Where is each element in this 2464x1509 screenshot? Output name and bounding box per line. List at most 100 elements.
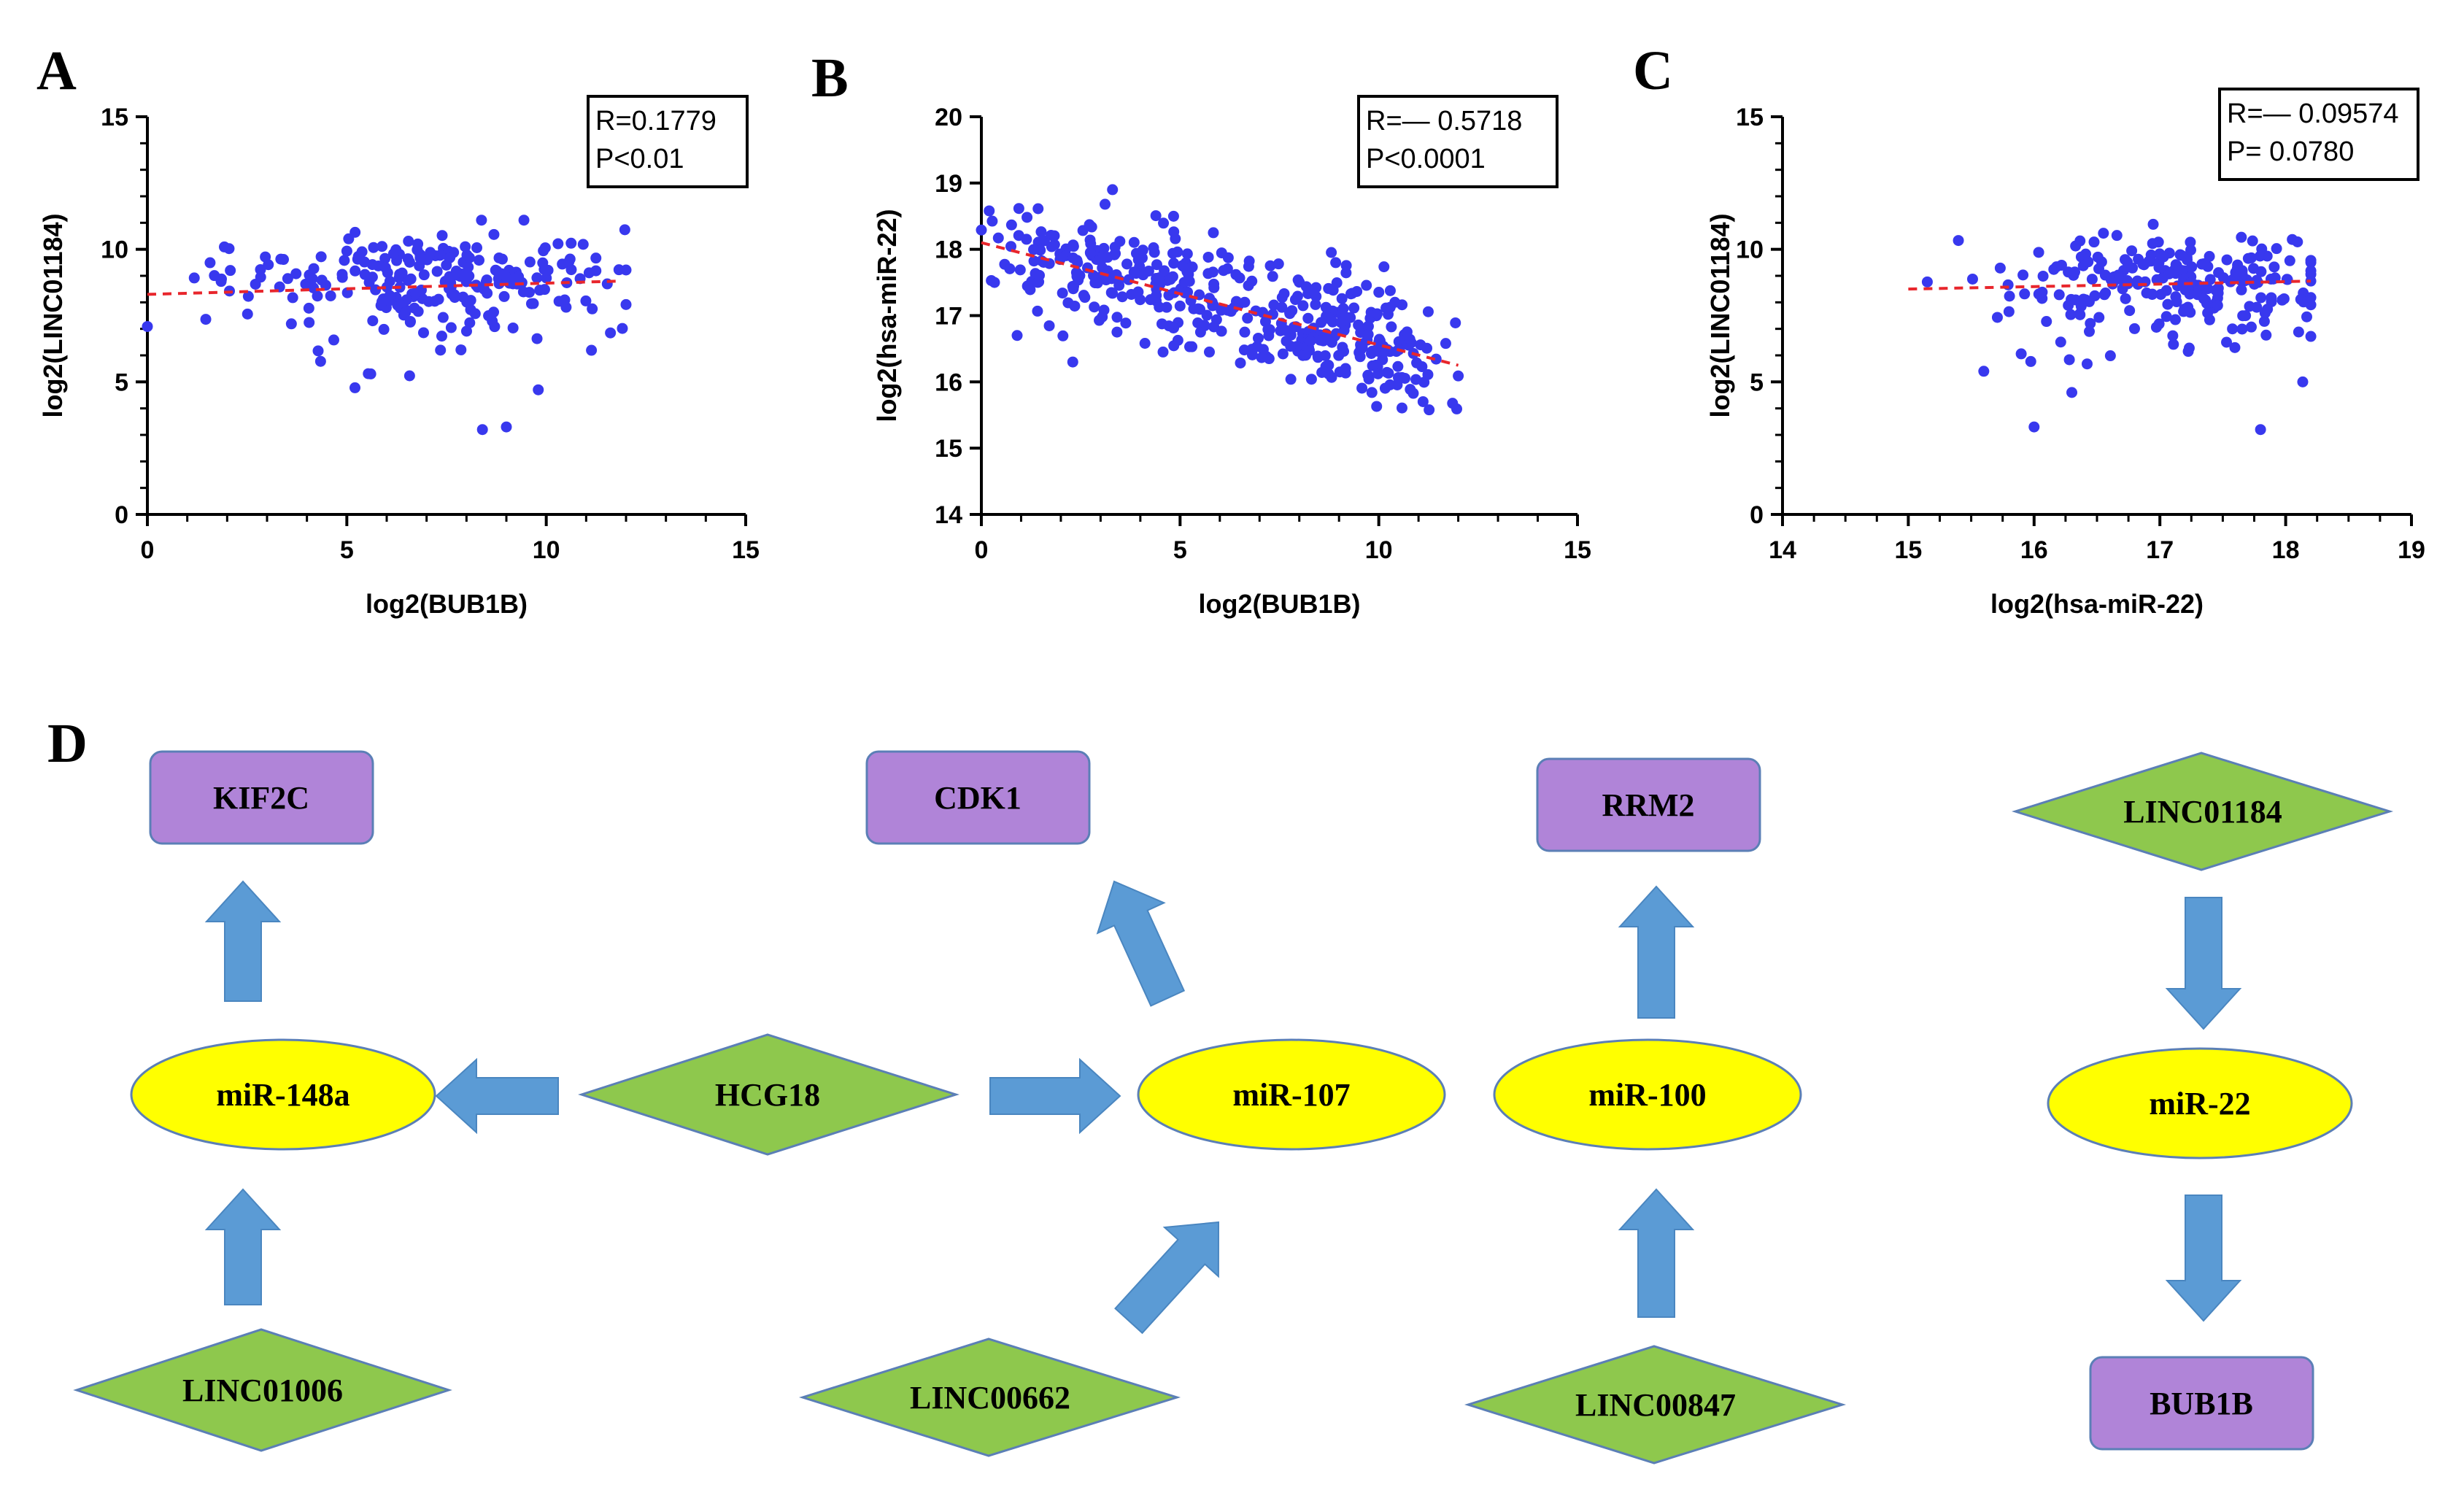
data-point (1151, 290, 1162, 301)
data-point (474, 255, 485, 266)
data-point (1168, 340, 1180, 352)
data-point (1305, 374, 1317, 385)
data-point (2025, 355, 2036, 367)
gene-box (1536, 757, 1761, 852)
data-point (1163, 320, 1175, 332)
data-point (1383, 367, 1394, 379)
data-point (341, 245, 352, 257)
data-point (204, 257, 216, 269)
data-point (444, 252, 456, 263)
data-point (2185, 306, 2196, 318)
data-point (2198, 258, 2209, 270)
data-point (1035, 226, 1047, 238)
data-point (1154, 301, 1165, 313)
data-point (2158, 251, 2169, 263)
data-point (405, 273, 417, 285)
data-point (2305, 331, 2317, 342)
data-point (2176, 265, 2187, 277)
y-axis-title: log2(LINC01184) (1705, 213, 1735, 417)
node-label: miR-107 (1232, 1077, 1350, 1113)
data-point (343, 233, 355, 244)
data-point (2017, 269, 2029, 281)
stats-box (2218, 88, 2419, 181)
data-point (2081, 358, 2093, 370)
x-tick-label: 10 (1365, 536, 1393, 564)
node-rrm2: RRM2 (1536, 757, 1761, 852)
data-point (1326, 336, 1337, 348)
data-point (533, 384, 544, 395)
data-point (476, 215, 487, 226)
data-point (2147, 218, 2159, 230)
data-point (1181, 248, 1193, 260)
data-point (200, 314, 212, 325)
data-point (434, 250, 446, 261)
data-point (349, 265, 361, 277)
data-point (2266, 292, 2277, 304)
data-point (1021, 212, 1033, 223)
data-point (1235, 357, 1246, 368)
data-point (1257, 344, 1269, 355)
data-point (1277, 348, 1289, 360)
data-point (2284, 255, 2295, 266)
data-point (304, 317, 315, 328)
data-point (2105, 274, 2117, 285)
data-point (2080, 248, 2092, 260)
data-point (1337, 341, 1348, 353)
data-point (1210, 314, 1222, 325)
data-point (1014, 264, 1026, 276)
panel-letter-b: B (811, 47, 849, 109)
data-point (1202, 251, 1214, 263)
data-point (2147, 288, 2158, 300)
data-point (1337, 303, 1349, 314)
scatter-panel-c: 14 15 16 17 18 19 0 5 10 15 log2(hsa-miR-22) log2(L… (1705, 88, 2425, 619)
node-linc01184: LINC01184 (2011, 752, 2394, 871)
data-point (1453, 370, 1464, 382)
data-point (2230, 266, 2241, 278)
data-point (312, 345, 324, 357)
data-point (325, 290, 336, 301)
data-point (1243, 255, 1255, 267)
data-point (1188, 303, 1200, 314)
data-point (501, 421, 512, 433)
x-tick-label: 19 (2398, 536, 2425, 564)
data-point (2229, 341, 2241, 353)
arrow-linc00847-to-mir100 (1618, 1188, 1695, 1318)
data-point (1088, 270, 1100, 282)
data-point (2098, 228, 2109, 239)
y-tick-label: 18 (935, 236, 962, 264)
data-point (1071, 271, 1083, 282)
data-point (1362, 320, 1374, 332)
p-value-text: P<0.01 (595, 144, 684, 174)
node-hcg18: HCG18 (578, 1033, 959, 1156)
data-point (1011, 330, 1023, 341)
data-point (1372, 308, 1383, 320)
data-point (1450, 317, 1461, 328)
fit-line (147, 279, 619, 296)
data-point (620, 298, 632, 310)
data-point (2297, 376, 2309, 387)
node-mir-100: miR-100 (1493, 1038, 1802, 1151)
data-point (469, 308, 481, 320)
data-point (1032, 277, 1043, 288)
data-point (1177, 260, 1189, 271)
x-tick-label: 10 (533, 536, 560, 564)
data-point (1356, 382, 1368, 394)
y-axis-title: log2(hsa-miR-22) (872, 209, 902, 422)
x-axis-title: log2(hsa-miR-22) (1990, 589, 2204, 619)
node-label: RRM2 (1602, 787, 1694, 823)
data-point (586, 344, 598, 356)
data-point (1411, 357, 1423, 368)
node-linc01006: LINC01006 (73, 1328, 452, 1452)
data-point (1172, 246, 1183, 258)
data-point (352, 253, 363, 265)
data-point (1316, 317, 1327, 328)
mirna-ellipse (130, 1038, 436, 1151)
data-point (1372, 368, 1384, 379)
data-point (617, 323, 628, 334)
data-point (619, 224, 630, 236)
data-point (1305, 336, 1316, 347)
data-point (1335, 317, 1347, 328)
arrow-mir107-to-cdk1 (1096, 880, 1186, 1007)
data-point (2305, 292, 2317, 304)
